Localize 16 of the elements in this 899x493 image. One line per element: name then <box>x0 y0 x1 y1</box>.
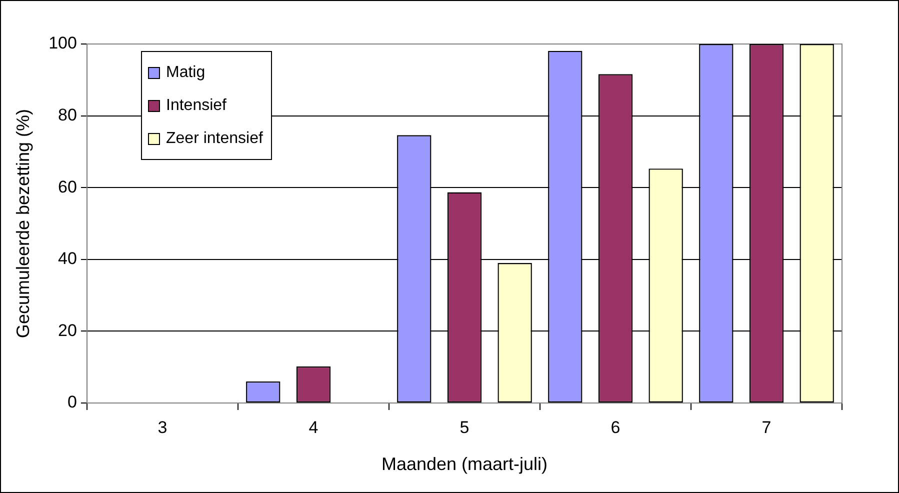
legend-label: Matig <box>166 63 206 83</box>
y-axis-title: Gecumuleerde bezetting (%) <box>12 108 33 338</box>
x-tick-label: 4 <box>308 418 318 437</box>
x-tick-label: 7 <box>762 418 772 437</box>
y-tick-label: 40 <box>58 249 77 268</box>
y-tick-label: 60 <box>58 177 77 196</box>
y-tick-label: 20 <box>58 320 77 340</box>
x-axis-title: Maanden (maart-juli) <box>381 454 548 474</box>
y-tick-label: 100 <box>48 34 77 53</box>
legend-label: Zeer intensief <box>166 129 263 149</box>
y-tick-label: 0 <box>67 392 77 412</box>
y-tick-label: 80 <box>58 105 77 124</box>
x-tick-label: 6 <box>610 418 620 437</box>
x-tick-label: 5 <box>460 418 470 437</box>
legend-label: Intensief <box>166 96 226 116</box>
x-tick-label: 3 <box>158 418 168 437</box>
